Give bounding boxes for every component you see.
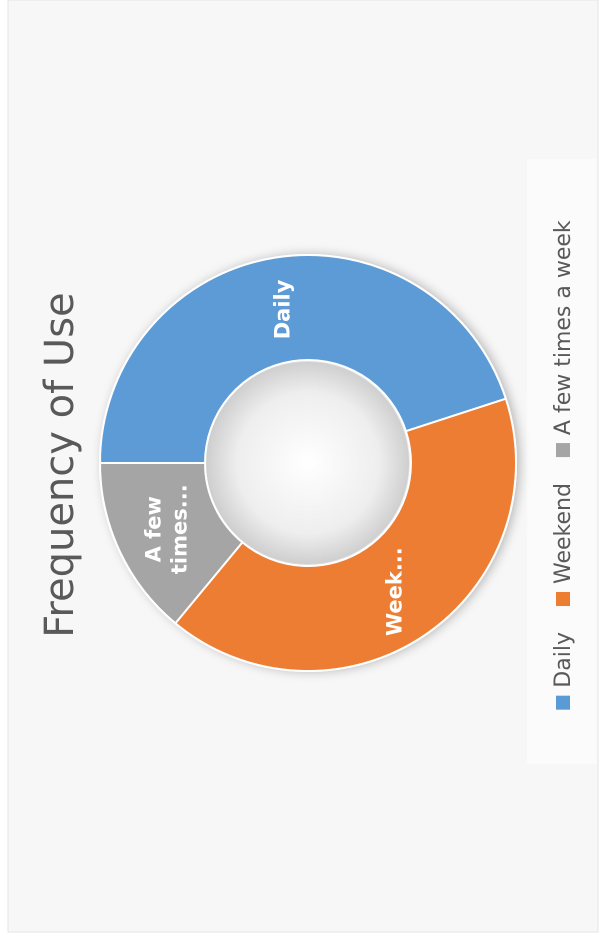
- legend-swatch: [556, 443, 570, 458]
- doughnut-slice: [98, 462, 244, 625]
- slice-label: A few: [141, 496, 165, 562]
- slice-label: Week...: [382, 547, 406, 636]
- slice-label: times...: [167, 484, 191, 574]
- chart-title: Frequency of Use: [37, 292, 83, 637]
- legend-label: Weekend: [551, 483, 576, 584]
- legend-label: A few times a week: [551, 220, 576, 435]
- legend-label: Daily: [551, 632, 576, 688]
- legend-background: [527, 159, 597, 764]
- doughnut-slice: [98, 254, 508, 464]
- legend-swatch: [556, 592, 570, 607]
- legend-swatch: [556, 695, 570, 710]
- doughnut: [98, 254, 517, 672]
- rotated-chart: Frequency of Use Daily Week... A few times.…: [37, 159, 597, 764]
- slice-label: Daily: [271, 279, 295, 339]
- doughnut-hole: [207, 362, 409, 564]
- doughnut-slice: [174, 397, 517, 672]
